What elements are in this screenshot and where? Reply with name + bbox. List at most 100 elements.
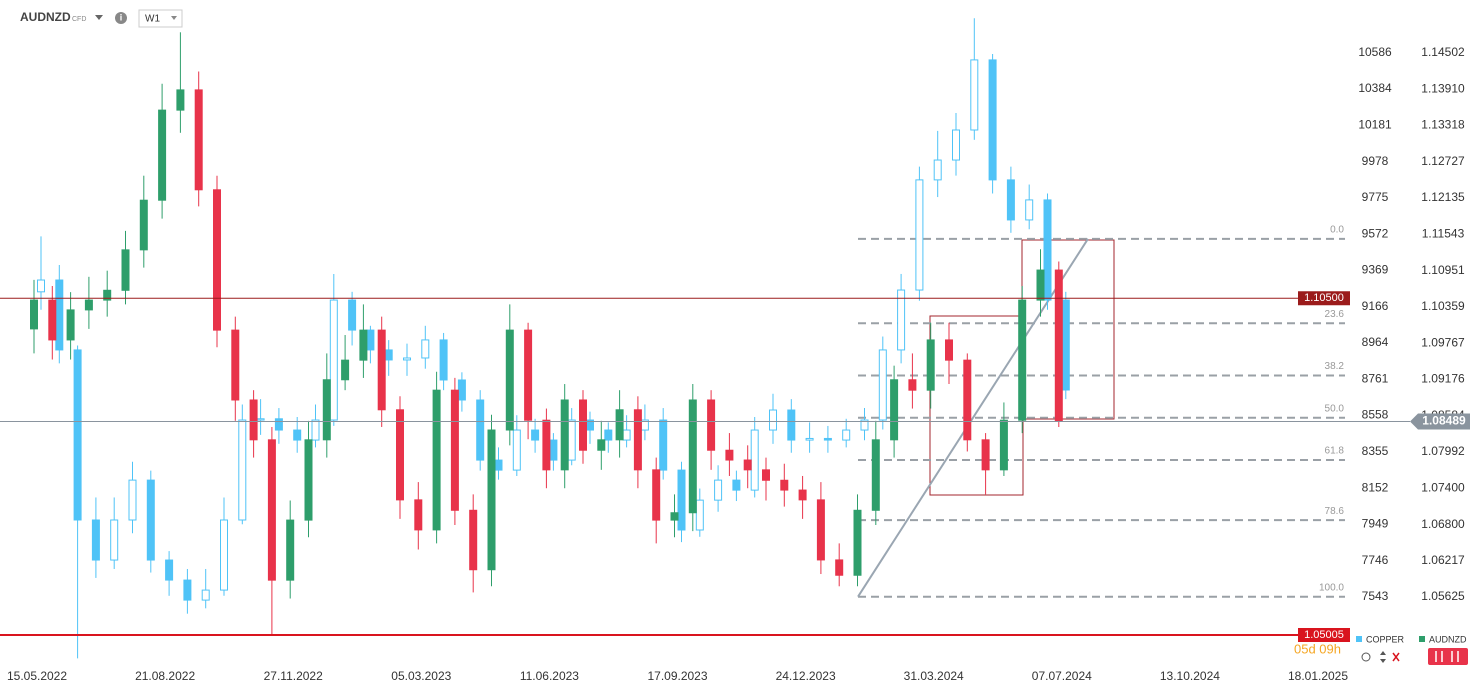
y2-tick-label: 1.13318 xyxy=(1421,118,1465,132)
y-tick-label: 7746 xyxy=(1362,553,1389,567)
fib-label: 100.0 xyxy=(1319,582,1344,593)
candle-body xyxy=(238,419,247,521)
countdown: 05d 09h xyxy=(1294,641,1341,656)
candle-body xyxy=(1043,199,1052,301)
candle-body xyxy=(842,429,851,441)
candle-body xyxy=(220,519,228,591)
candle-body xyxy=(322,379,331,441)
y2-tick-label: 1.11543 xyxy=(1422,227,1465,241)
candle-body xyxy=(945,339,953,361)
y2-tick-label: 1.06800 xyxy=(1421,517,1465,531)
candle-body xyxy=(999,419,1008,471)
candle-body xyxy=(560,399,569,471)
candle-body xyxy=(622,429,631,441)
y-tick-label: 10384 xyxy=(1358,81,1392,95)
candle-body xyxy=(1054,269,1063,422)
candle-body xyxy=(286,519,295,581)
candle-body xyxy=(732,479,741,491)
candle-body xyxy=(158,109,167,201)
candle-body xyxy=(176,89,185,111)
move-icon[interactable] xyxy=(1380,651,1386,663)
candle-body xyxy=(30,299,38,330)
fib-label: 0.0 xyxy=(1330,224,1344,235)
y2-tick-label: 1.13910 xyxy=(1421,81,1465,95)
candle-body xyxy=(121,249,130,291)
y-tick-label: 8152 xyxy=(1362,480,1389,494)
y2-tick-label: 1.12135 xyxy=(1421,190,1465,204)
candle-body xyxy=(505,329,514,431)
candle-body xyxy=(963,359,972,441)
candle-body xyxy=(1061,299,1070,391)
y-tick-label: 8761 xyxy=(1362,371,1389,385)
candle-body xyxy=(952,129,960,161)
candle-body xyxy=(714,479,723,501)
candle-body xyxy=(688,399,697,514)
candle-body xyxy=(439,339,448,381)
y2-tick-label: 1.10951 xyxy=(1421,263,1465,277)
y2-tick-label: 1.09176 xyxy=(1421,372,1465,386)
candle-body xyxy=(633,409,642,471)
x-tick-label: 15.05.2022 xyxy=(7,669,67,683)
candle-body xyxy=(780,479,789,491)
candle-body xyxy=(897,289,906,351)
candle-body xyxy=(970,59,979,131)
candle-body xyxy=(1006,179,1015,221)
candle-body xyxy=(787,409,796,441)
x-tick-label: 21.08.2022 xyxy=(135,669,195,683)
y-tick-label: 7543 xyxy=(1362,589,1389,603)
price-tag xyxy=(1410,413,1470,430)
price-label: 1.05005 xyxy=(1304,629,1344,641)
fib-label: 50.0 xyxy=(1325,403,1345,414)
x-tick-label: 17.09.2023 xyxy=(647,669,707,683)
candle-body xyxy=(231,329,240,401)
candle-body xyxy=(311,419,320,441)
candle-body xyxy=(329,299,338,421)
candle-body xyxy=(604,429,613,441)
symbol-dropdown[interactable] xyxy=(95,15,103,20)
settings-glyph xyxy=(1435,651,1459,662)
y-tick-label: 9369 xyxy=(1362,263,1389,277)
x-tick-label: 24.12.2023 xyxy=(776,669,836,683)
candle-body xyxy=(549,439,558,461)
candle-body xyxy=(256,418,265,421)
y2-tick-label: 1.07992 xyxy=(1421,444,1465,458)
candle-body xyxy=(457,379,466,401)
symbol[interactable]: AUDNZD xyxy=(20,10,71,24)
candle-body xyxy=(37,279,45,293)
fib-label: 38.2 xyxy=(1325,361,1345,372)
candle-body xyxy=(377,329,386,411)
legend-label[interactable]: AUDNZD xyxy=(1429,634,1467,644)
timeframe-select[interactable] xyxy=(138,9,183,28)
candle-body xyxy=(128,479,137,521)
y-tick-label: 7949 xyxy=(1362,517,1389,531)
candle-body xyxy=(835,559,844,576)
candle-body xyxy=(91,519,100,561)
candle-body xyxy=(476,399,485,461)
price-tag xyxy=(1298,291,1350,306)
settings-button[interactable] xyxy=(1428,648,1468,665)
eye-icon[interactable] xyxy=(1361,652,1371,662)
candle-body xyxy=(908,379,917,391)
candle-body xyxy=(267,439,276,581)
candle-body xyxy=(915,179,924,291)
legend-swatch xyxy=(1356,636,1362,642)
candle-body xyxy=(659,419,668,471)
candle-body xyxy=(494,459,503,471)
candle-body xyxy=(597,439,606,451)
candle-body xyxy=(816,499,825,561)
info-icon[interactable] xyxy=(115,12,127,24)
legend-label[interactable]: COPPER xyxy=(1366,634,1405,644)
candle-body xyxy=(512,429,521,471)
candle-body xyxy=(762,469,770,481)
candle-body xyxy=(249,399,258,441)
candle-body xyxy=(183,579,192,601)
candle-body xyxy=(695,499,704,531)
close-icon[interactable] xyxy=(1392,652,1400,662)
candle-body xyxy=(146,479,155,561)
candle-body xyxy=(304,439,313,521)
candle-body xyxy=(103,289,112,301)
candle-body xyxy=(860,419,869,431)
candle-body xyxy=(531,429,540,441)
y2-tick-label: 1.10359 xyxy=(1421,299,1465,313)
x-tick-label: 27.11.2022 xyxy=(264,669,323,683)
